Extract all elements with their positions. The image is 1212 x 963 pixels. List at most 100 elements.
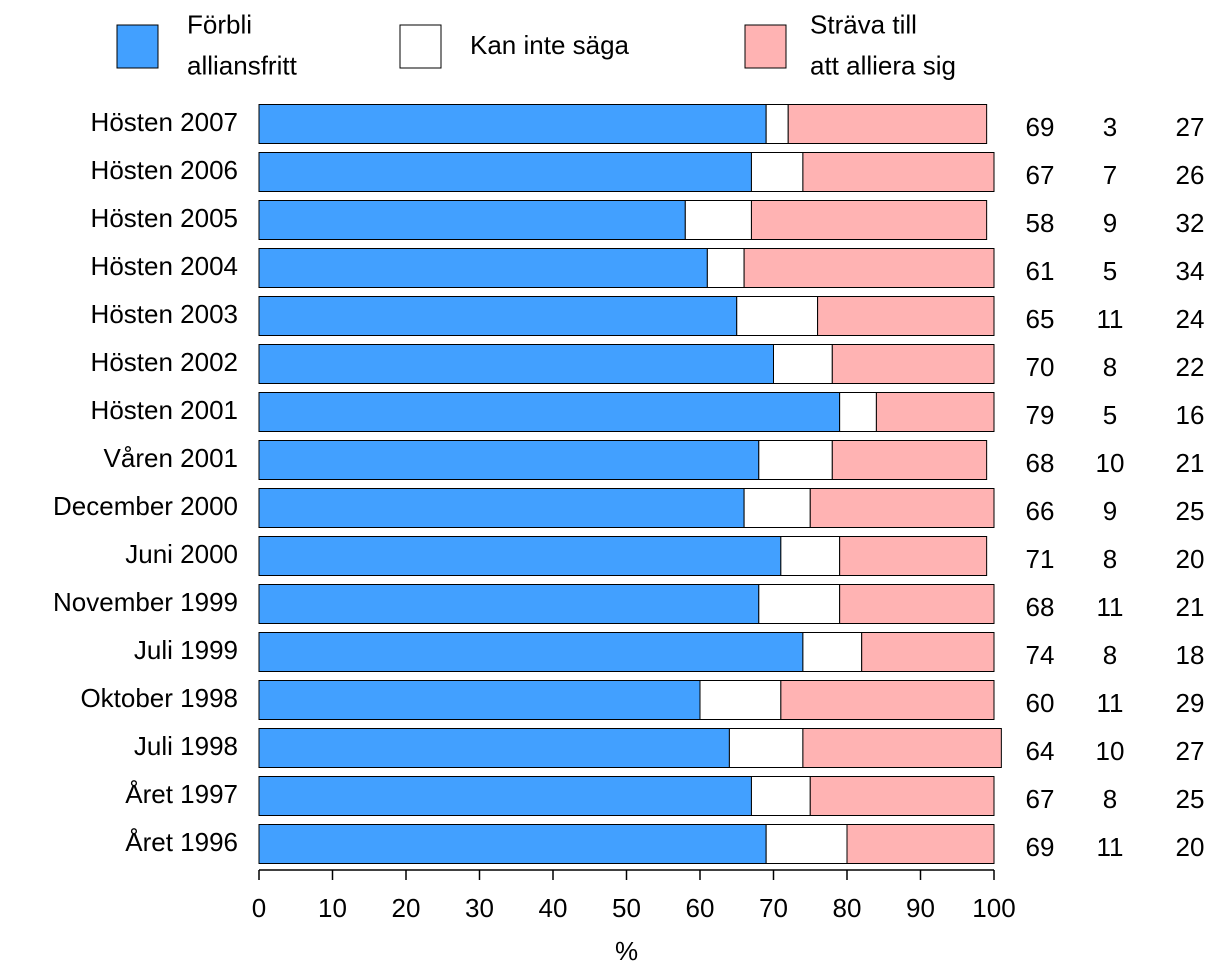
data-label: 61 [1026, 256, 1055, 286]
legend-swatch [744, 24, 787, 69]
bar-segment [831, 344, 995, 384]
y-tick-label: December 2000 [53, 491, 238, 521]
data-label: 20 [1176, 832, 1205, 862]
data-label: 25 [1176, 784, 1205, 814]
data-label: 67 [1026, 784, 1055, 814]
bar-segment [258, 680, 701, 720]
bar-segment [861, 632, 995, 672]
bar-segment [802, 728, 1002, 768]
data-label: 27 [1176, 112, 1205, 142]
bar-segment [780, 680, 995, 720]
data-label: 11 [1097, 304, 1124, 334]
bar-segment [839, 536, 988, 576]
data-label: 21 [1176, 592, 1205, 622]
bar-segment [743, 488, 811, 528]
data-label: 11 [1097, 688, 1124, 718]
data-label: 60 [1026, 688, 1055, 718]
x-tick-label: 60 [686, 893, 715, 923]
bar-segment [758, 584, 841, 624]
x-tick-label: 20 [392, 893, 421, 923]
data-label: 11 [1097, 592, 1124, 622]
bar-segment [258, 584, 760, 624]
bar-segment [258, 824, 767, 864]
y-tick-label: Hösten 2001 [91, 395, 238, 425]
y-tick-label: Juli 1999 [134, 635, 238, 665]
bar-segment [846, 824, 995, 864]
data-label: 8 [1103, 352, 1117, 382]
data-label: 3 [1103, 112, 1117, 142]
bar-segment [750, 152, 804, 192]
bar-segment [765, 824, 848, 864]
bar-segment [258, 104, 767, 144]
data-label: 11 [1097, 832, 1124, 862]
data-label: 16 [1176, 400, 1205, 430]
x-tick-label: 40 [539, 893, 568, 923]
legend-label: Förbli alliansfritt [187, 9, 298, 80]
y-tick-label: November 1999 [53, 587, 238, 617]
bar-segment [875, 392, 995, 432]
y-tick-label: Hösten 2002 [91, 347, 238, 377]
bar-segment [809, 488, 995, 528]
data-label: 67 [1026, 160, 1055, 190]
x-tick-label: 50 [612, 893, 641, 923]
y-tick-label: Hösten 2004 [91, 251, 238, 281]
x-axis-label: % [615, 936, 638, 963]
data-label: 10 [1096, 448, 1125, 478]
data-label: 21 [1176, 448, 1205, 478]
bar-segment [699, 680, 782, 720]
bar-segment [258, 440, 760, 480]
data-label: 26 [1176, 160, 1205, 190]
x-tick-label: 100 [972, 893, 1015, 923]
x-tick-label: 0 [252, 893, 266, 923]
bar-segment [802, 152, 995, 192]
data-label: 68 [1026, 592, 1055, 622]
y-tick-label: Oktober 1998 [80, 683, 238, 713]
bar-segment [831, 440, 988, 480]
data-label: 22 [1176, 352, 1205, 382]
x-tick-label: 70 [759, 893, 788, 923]
data-label: 58 [1026, 208, 1055, 238]
bar-segment [743, 248, 995, 288]
bar-segment [839, 392, 877, 432]
data-label: 69 [1026, 112, 1055, 142]
data-label: 79 [1026, 400, 1055, 430]
bar-segment [258, 536, 782, 576]
data-label: 25 [1176, 496, 1205, 526]
y-tick-label: Året 1997 [125, 779, 238, 809]
bar-segment [787, 104, 988, 144]
bar-segment [258, 728, 730, 768]
y-tick-label: Hösten 2006 [91, 155, 238, 185]
data-label: 5 [1103, 400, 1117, 430]
bar-segment [258, 776, 752, 816]
bar-segment [736, 296, 819, 336]
bar-segment [258, 632, 804, 672]
bar-segment [750, 200, 988, 240]
bar-segment [728, 728, 804, 768]
bar-segment [765, 104, 789, 144]
y-tick-label: Hösten 2003 [91, 299, 238, 329]
data-label: 18 [1176, 640, 1205, 670]
data-label: 10 [1096, 736, 1125, 766]
data-label: 66 [1026, 496, 1055, 526]
legend-swatch [116, 24, 159, 69]
data-label: 8 [1103, 784, 1117, 814]
bar-segment [802, 632, 863, 672]
bar-segment [839, 584, 995, 624]
data-label: 69 [1026, 832, 1055, 862]
data-label: 8 [1103, 544, 1117, 574]
data-label: 64 [1026, 736, 1055, 766]
y-tick-label: Juli 1998 [134, 731, 238, 761]
bar-segment [258, 488, 745, 528]
y-tick-label: Året 1996 [125, 827, 238, 857]
x-tick-label: 80 [833, 893, 862, 923]
bar-segment [684, 200, 752, 240]
legend-label: Kan inte säga [470, 30, 630, 60]
bar-segment [258, 152, 752, 192]
bar-segment [258, 344, 774, 384]
data-label: 71 [1026, 544, 1055, 574]
bar-segment [258, 200, 686, 240]
data-label: 68 [1026, 448, 1055, 478]
data-label: 65 [1026, 304, 1055, 334]
